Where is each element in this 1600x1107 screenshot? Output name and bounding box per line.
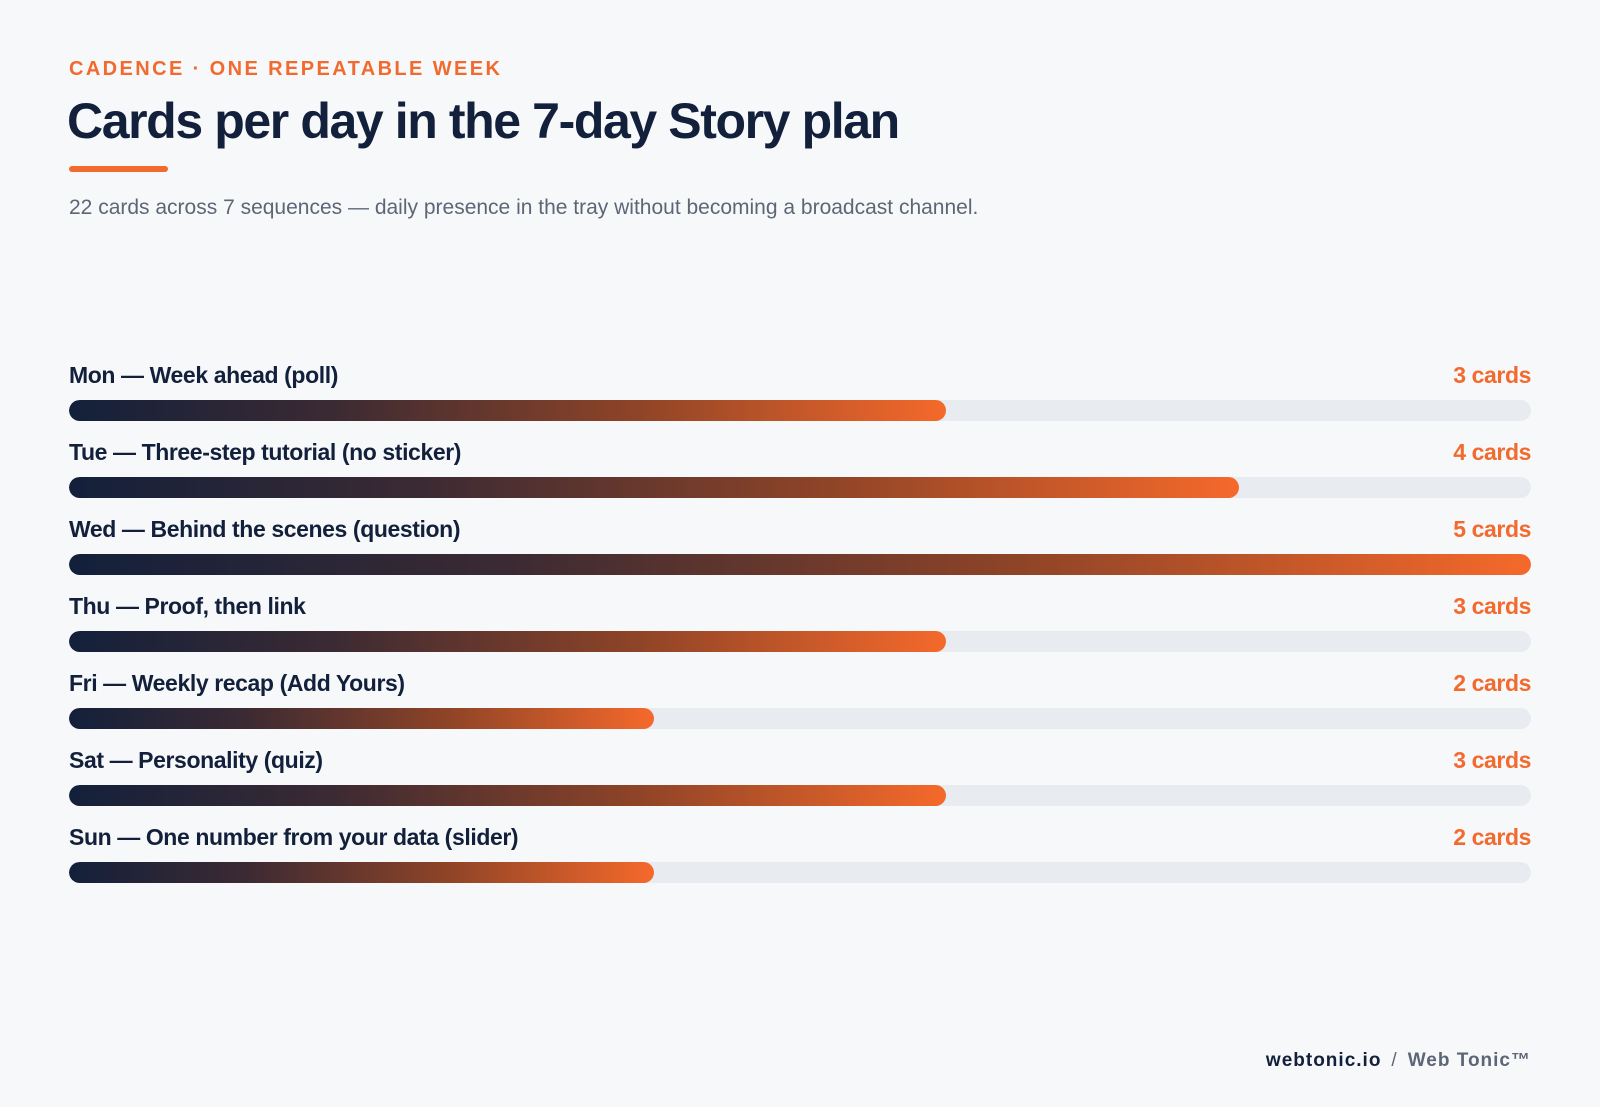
bar-label: Mon — Week ahead (poll) [69, 362, 338, 388]
bar-value-label: 3 cards [1453, 362, 1531, 388]
bar-value-label: 3 cards [1453, 593, 1531, 619]
bar-label: Thu — Proof, then link [69, 593, 306, 619]
bar-label: Sat — Personality (quiz) [69, 747, 323, 773]
page-title: Cards per day in the 7-day Story plan [67, 93, 900, 149]
bar-track [69, 708, 1531, 729]
bar-row: Sat — Personality (quiz) 3 cards [69, 745, 1531, 822]
bar [69, 554, 1531, 575]
bar-row: Sun — One number from your data (slider)… [69, 822, 1531, 899]
bar-row: Fri — Weekly recap (Add Yours) 2 cards [69, 668, 1531, 745]
bar-value-label: 4 cards [1453, 439, 1531, 465]
subtitle: 22 cards across 7 sequences — daily pres… [69, 196, 979, 219]
bar-track [69, 785, 1531, 806]
bar [69, 477, 1239, 498]
bar-label: Fri — Weekly recap (Add Yours) [69, 670, 405, 696]
bar-chart: Mon — Week ahead (poll) 3 cards Tue — Thre… [69, 360, 1531, 899]
bar [69, 862, 654, 883]
bar [69, 708, 654, 729]
bar-track [69, 400, 1531, 421]
bar-track [69, 477, 1531, 498]
bar-value-label: 5 cards [1453, 516, 1531, 542]
bar-row: Mon — Week ahead (poll) 3 cards [69, 360, 1531, 437]
eyebrow-label: CADENCE · ONE REPEATABLE WEEK [69, 58, 503, 80]
footer-separator: / [1391, 1050, 1398, 1071]
bar-value-label: 2 cards [1453, 824, 1531, 850]
bar-track [69, 862, 1531, 883]
bar-row: Tue — Three-step tutorial (no sticker) 4 … [69, 437, 1531, 514]
bar-value-label: 3 cards [1453, 747, 1531, 773]
bar [69, 400, 947, 421]
bar-value-label: 2 cards [1453, 670, 1531, 696]
footer-brand: Web Tonic™ [1407, 1050, 1531, 1071]
bar-track [69, 631, 1531, 652]
bar-track [69, 554, 1531, 575]
bar [69, 785, 947, 806]
footer-credit: webtonic.io / Web Tonic™ [1266, 1050, 1531, 1072]
bar-label: Tue — Three-step tutorial (no sticker) [69, 439, 462, 465]
footer-site[interactable]: webtonic.io [1265, 1050, 1382, 1071]
bar-row: Wed — Behind the scenes (question) 5 card… [69, 514, 1531, 591]
bar [69, 631, 947, 652]
bar-row: Thu — Proof, then link 3 cards [69, 591, 1531, 668]
title-underline [69, 166, 168, 172]
bar-label: Wed — Behind the scenes (question) [69, 516, 461, 542]
bar-label: Sun — One number from your data (slider) [69, 824, 519, 850]
